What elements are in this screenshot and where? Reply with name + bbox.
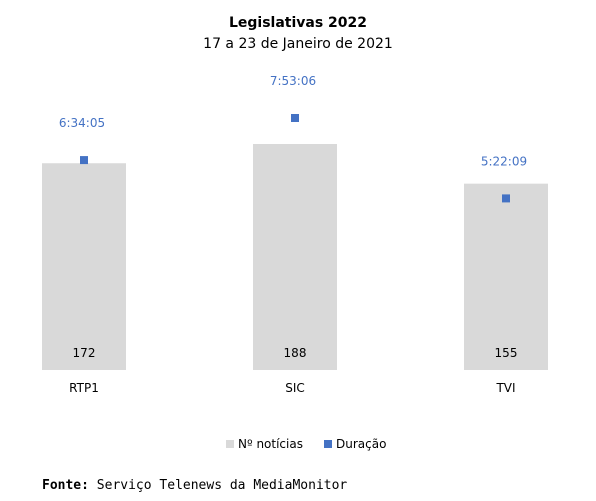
bar-rtp1 xyxy=(42,163,126,370)
legend-swatch-bars xyxy=(226,440,234,448)
duration-label: 7:53:06 xyxy=(270,74,316,88)
bar-tvi xyxy=(464,183,548,370)
chart-title: Legislativas 2022 xyxy=(229,15,367,31)
duration-label: 5:22:09 xyxy=(481,154,527,168)
bars-layer: 172 RTP1 188 SIC 155 TVI xyxy=(42,144,548,395)
duration-point xyxy=(502,194,510,203)
duration-point xyxy=(291,114,299,122)
duration-point xyxy=(80,156,88,165)
legend-label-points: Duração xyxy=(336,437,386,451)
legend-swatch-points xyxy=(324,440,332,448)
legend-label-bars: Nº notícias xyxy=(238,437,303,451)
source-text: Serviço Telenews da MediaMonitor xyxy=(96,478,348,493)
bar-value-label: 188 xyxy=(284,346,307,360)
bar-value-label: 172 xyxy=(73,346,96,360)
source-label: Fonte: xyxy=(42,478,89,493)
duration-label: 6:34:05 xyxy=(59,116,105,130)
bar-sic xyxy=(253,144,337,370)
source-note: Fonte: Serviço Telenews da MediaMonitor xyxy=(42,478,347,493)
legend: Nº notícias Duração xyxy=(226,437,386,451)
bar-value-label: 155 xyxy=(495,346,518,360)
chart-subtitle: 17 a 23 de Janeiro de 2021 xyxy=(203,36,393,52)
chart: Legislativas 2022 17 a 23 de Janeiro de … xyxy=(42,15,548,451)
points-layer: 6:34:05 7:53:06 5:22:09 xyxy=(59,74,527,203)
category-label: RTP1 xyxy=(69,381,99,395)
category-label: SIC xyxy=(285,381,305,395)
category-label: TVI xyxy=(495,381,515,395)
